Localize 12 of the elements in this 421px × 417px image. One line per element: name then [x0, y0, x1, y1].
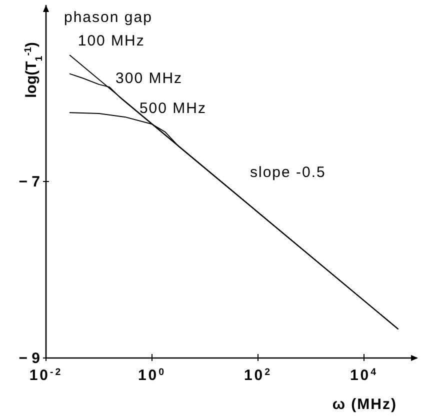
x-tick-label: 10$^{4}$: [350, 366, 378, 384]
series-label: 300 MHz: [116, 70, 183, 88]
y-tick-label: − 9: [18, 350, 40, 367]
annotation: phason gap: [64, 9, 152, 26]
series-label: 500 MHz: [139, 100, 207, 118]
y-tick-label: − 7: [18, 174, 40, 190]
x-tick-label: 10$^{-2}$: [29, 366, 63, 384]
x-tick-label: 10$^{0}$: [138, 366, 166, 384]
x-tick-label: 10$^{2}$: [244, 366, 272, 384]
series-label: 100 MHz: [78, 32, 145, 50]
x-axis-title: ω (MHz): [332, 396, 397, 413]
annotation: slope -0.5: [250, 164, 326, 181]
